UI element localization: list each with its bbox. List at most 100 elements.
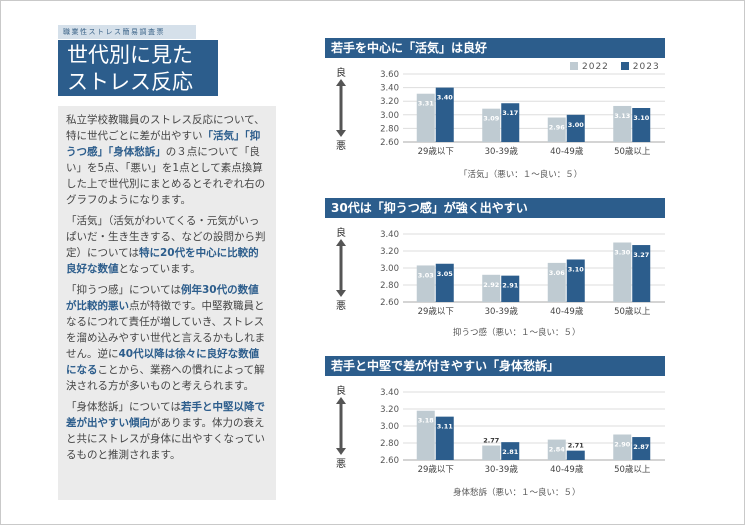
x-tick-label: 29歳以下 xyxy=(418,464,455,475)
bar-2023 xyxy=(501,442,520,460)
bar-2022 xyxy=(613,242,632,302)
bar-2022 xyxy=(613,105,632,142)
chart1-title: 若手を中心に「活気」は良好 xyxy=(325,38,665,58)
text: 「抑うつ感」については xyxy=(66,284,181,296)
bar-2022 xyxy=(416,265,435,302)
y-label-bad: 悪 xyxy=(336,140,346,152)
y-tick-label: 3.00 xyxy=(380,422,399,432)
data-label: 2.84 xyxy=(549,446,566,454)
x-tick-label: 30-39歳 xyxy=(485,464,519,475)
highlight: 「身体愁訴」 xyxy=(108,146,166,158)
bar-2023 xyxy=(435,416,454,460)
data-label: 3.31 xyxy=(418,100,435,108)
chart2-xlabel: 抑うつ感（悪い：１～良い：５） xyxy=(453,328,581,338)
data-label: 2.96 xyxy=(549,124,566,132)
x-tick-label: 30-39歳 xyxy=(485,306,519,317)
data-label: 3.06 xyxy=(549,269,566,277)
bar-2023 xyxy=(435,87,454,142)
y-tick-label: 2.60 xyxy=(380,138,399,148)
y-tick-label: 2.60 xyxy=(380,298,399,308)
x-tick-label: 50歳以上 xyxy=(614,464,651,475)
legend-label-2022: 2022 xyxy=(582,62,609,72)
y-tick-label: 3.00 xyxy=(380,264,399,274)
page-title-line1: 世代別に見た xyxy=(67,43,193,67)
bar-2023 xyxy=(632,108,651,142)
data-label: 3.30 xyxy=(614,249,631,257)
body-text: 私立学校教職員のストレス反応について、 特に世代ごとに差が出やすい「活気」「抑う… xyxy=(58,106,276,500)
y-tick-label: 3.20 xyxy=(380,405,399,415)
bar-2023 xyxy=(501,275,520,302)
page-title: 世代別に見た ストレス反応 xyxy=(58,40,218,96)
paragraph-depression: 「抑うつ感」については例年30代の数値が比較的悪い点が特徴です。中堅教職員となる… xyxy=(66,282,268,394)
data-label: 3.09 xyxy=(483,115,500,123)
bar-2023 xyxy=(632,437,651,460)
x-tick-label: 29歳以下 xyxy=(418,146,455,157)
bar-2022 xyxy=(416,410,435,460)
bar-2023 xyxy=(501,103,520,142)
bar-2022 xyxy=(482,445,501,460)
data-label: 3.05 xyxy=(437,270,454,278)
text: となっています。 xyxy=(118,263,201,275)
text: 「身体愁訴」については xyxy=(66,401,181,413)
text: 点が特徴です。中堅教職員となるにつれて責任が増していき、ストレスを溜め込みやすい… xyxy=(66,300,266,360)
arrow-down-icon xyxy=(336,448,346,455)
y-tick-label: 3.60 xyxy=(380,70,399,80)
x-tick-label: 40-49歳 xyxy=(550,464,584,475)
x-tick-label: 40-49歳 xyxy=(550,306,584,317)
bar-2023 xyxy=(435,263,454,302)
bar-2022 xyxy=(482,108,501,142)
y-tick-label: 2.80 xyxy=(380,124,399,134)
chart-legend: 2022 2023 xyxy=(570,62,668,72)
x-tick-label: 40-49歳 xyxy=(550,146,584,157)
data-label: 3.27 xyxy=(633,251,649,259)
y-tick-label: 3.40 xyxy=(380,230,399,240)
bar-2023 xyxy=(632,245,651,302)
data-label: 2.90 xyxy=(614,441,631,449)
data-label: 3.00 xyxy=(568,121,585,129)
highlight: 特に20代を中心に比較的良好な数値 xyxy=(66,247,259,275)
chart-depression: 良悪 3.40 3.20 3.00 2.80 2.60 3.03 3.05 29歳以下 2.92 2… xyxy=(336,226,665,317)
data-label: 3.17 xyxy=(502,109,518,117)
y-tick-label: 3.40 xyxy=(380,84,399,94)
y-label-bad: 悪 xyxy=(336,300,346,312)
data-label: 3.11 xyxy=(437,423,454,431)
x-tick-label: 29歳以下 xyxy=(418,306,455,317)
chart-vigor: 良悪3.603.403.203.002.802.603.313.4029歳以下3… xyxy=(336,66,665,157)
legend-swatch-2023 xyxy=(620,62,629,70)
chart3-title: 若手と中堅で差が付きやすい「身体愁訴」 xyxy=(325,356,665,376)
highlight: 40代以降は徐々に良好な数値になる xyxy=(66,348,260,376)
bar-2022 xyxy=(547,439,566,460)
data-label: 2.92 xyxy=(483,281,499,289)
chart-somatic: 良悪3.403.203.002.802.603.183.1129歳以下2.772… xyxy=(336,384,665,475)
y-tick-label: 2.60 xyxy=(380,456,399,466)
bar-2022 xyxy=(547,117,566,142)
bar-2022 xyxy=(482,274,501,302)
y-tick-label: 3.20 xyxy=(380,247,399,257)
paragraph-vigor: 「活気」（活気がわいてくる・元気がいっぱいだ・生き生きする、などの設問から判定）… xyxy=(66,213,268,277)
chart1-xlabel: 「活気」（悪い：１～良い：５） xyxy=(459,170,583,180)
y-tick-label: 3.20 xyxy=(380,97,399,107)
highlight: 「抑うつ感」 xyxy=(66,130,261,158)
data-label: 3.13 xyxy=(614,112,630,120)
data-label: 3.03 xyxy=(418,271,434,279)
y-tick-label: 3.00 xyxy=(380,111,399,121)
text: ことから、業務への慣れによって解決される方が多いものと考えられます。 xyxy=(66,364,265,392)
arrow-up-icon xyxy=(336,79,346,86)
data-label: 2.77 xyxy=(483,437,499,445)
paragraph-intro: 私立学校教職員のストレス反応について、 特に世代ごとに差が出やすい「活気」「抑う… xyxy=(66,112,270,208)
highlight: 若手と中堅以降で差が出やすい傾向 xyxy=(66,401,265,429)
data-label: 3.18 xyxy=(418,417,435,425)
text: 「活気」（活気がわいてくる・元気がいっぱいだ・生き生きする、などの設問から判定）… xyxy=(66,215,266,259)
y-tick-label: 2.80 xyxy=(380,281,399,291)
bar-2023 xyxy=(566,259,585,302)
text: があります。体力の衰えと共にストレスが身体に出やすくなっているものと推測されます… xyxy=(66,417,265,461)
chart3-xlabel: 身体愁訴（悪い：１～良い：５） xyxy=(453,488,581,498)
bar-2023 xyxy=(566,450,585,460)
data-label: 3.10 xyxy=(633,114,650,122)
data-label: 3.40 xyxy=(437,94,454,102)
x-tick-label: 50歳以上 xyxy=(614,306,651,317)
highlight: 例年30代の数値が比較的悪い xyxy=(66,284,259,312)
text: の３点について「良い」を5点、「悪い」を1点として素点換算した上で世代別にまとめ… xyxy=(66,146,266,206)
x-tick-label: 50歳以上 xyxy=(614,146,651,157)
legend-swatch-2022 xyxy=(570,62,578,70)
